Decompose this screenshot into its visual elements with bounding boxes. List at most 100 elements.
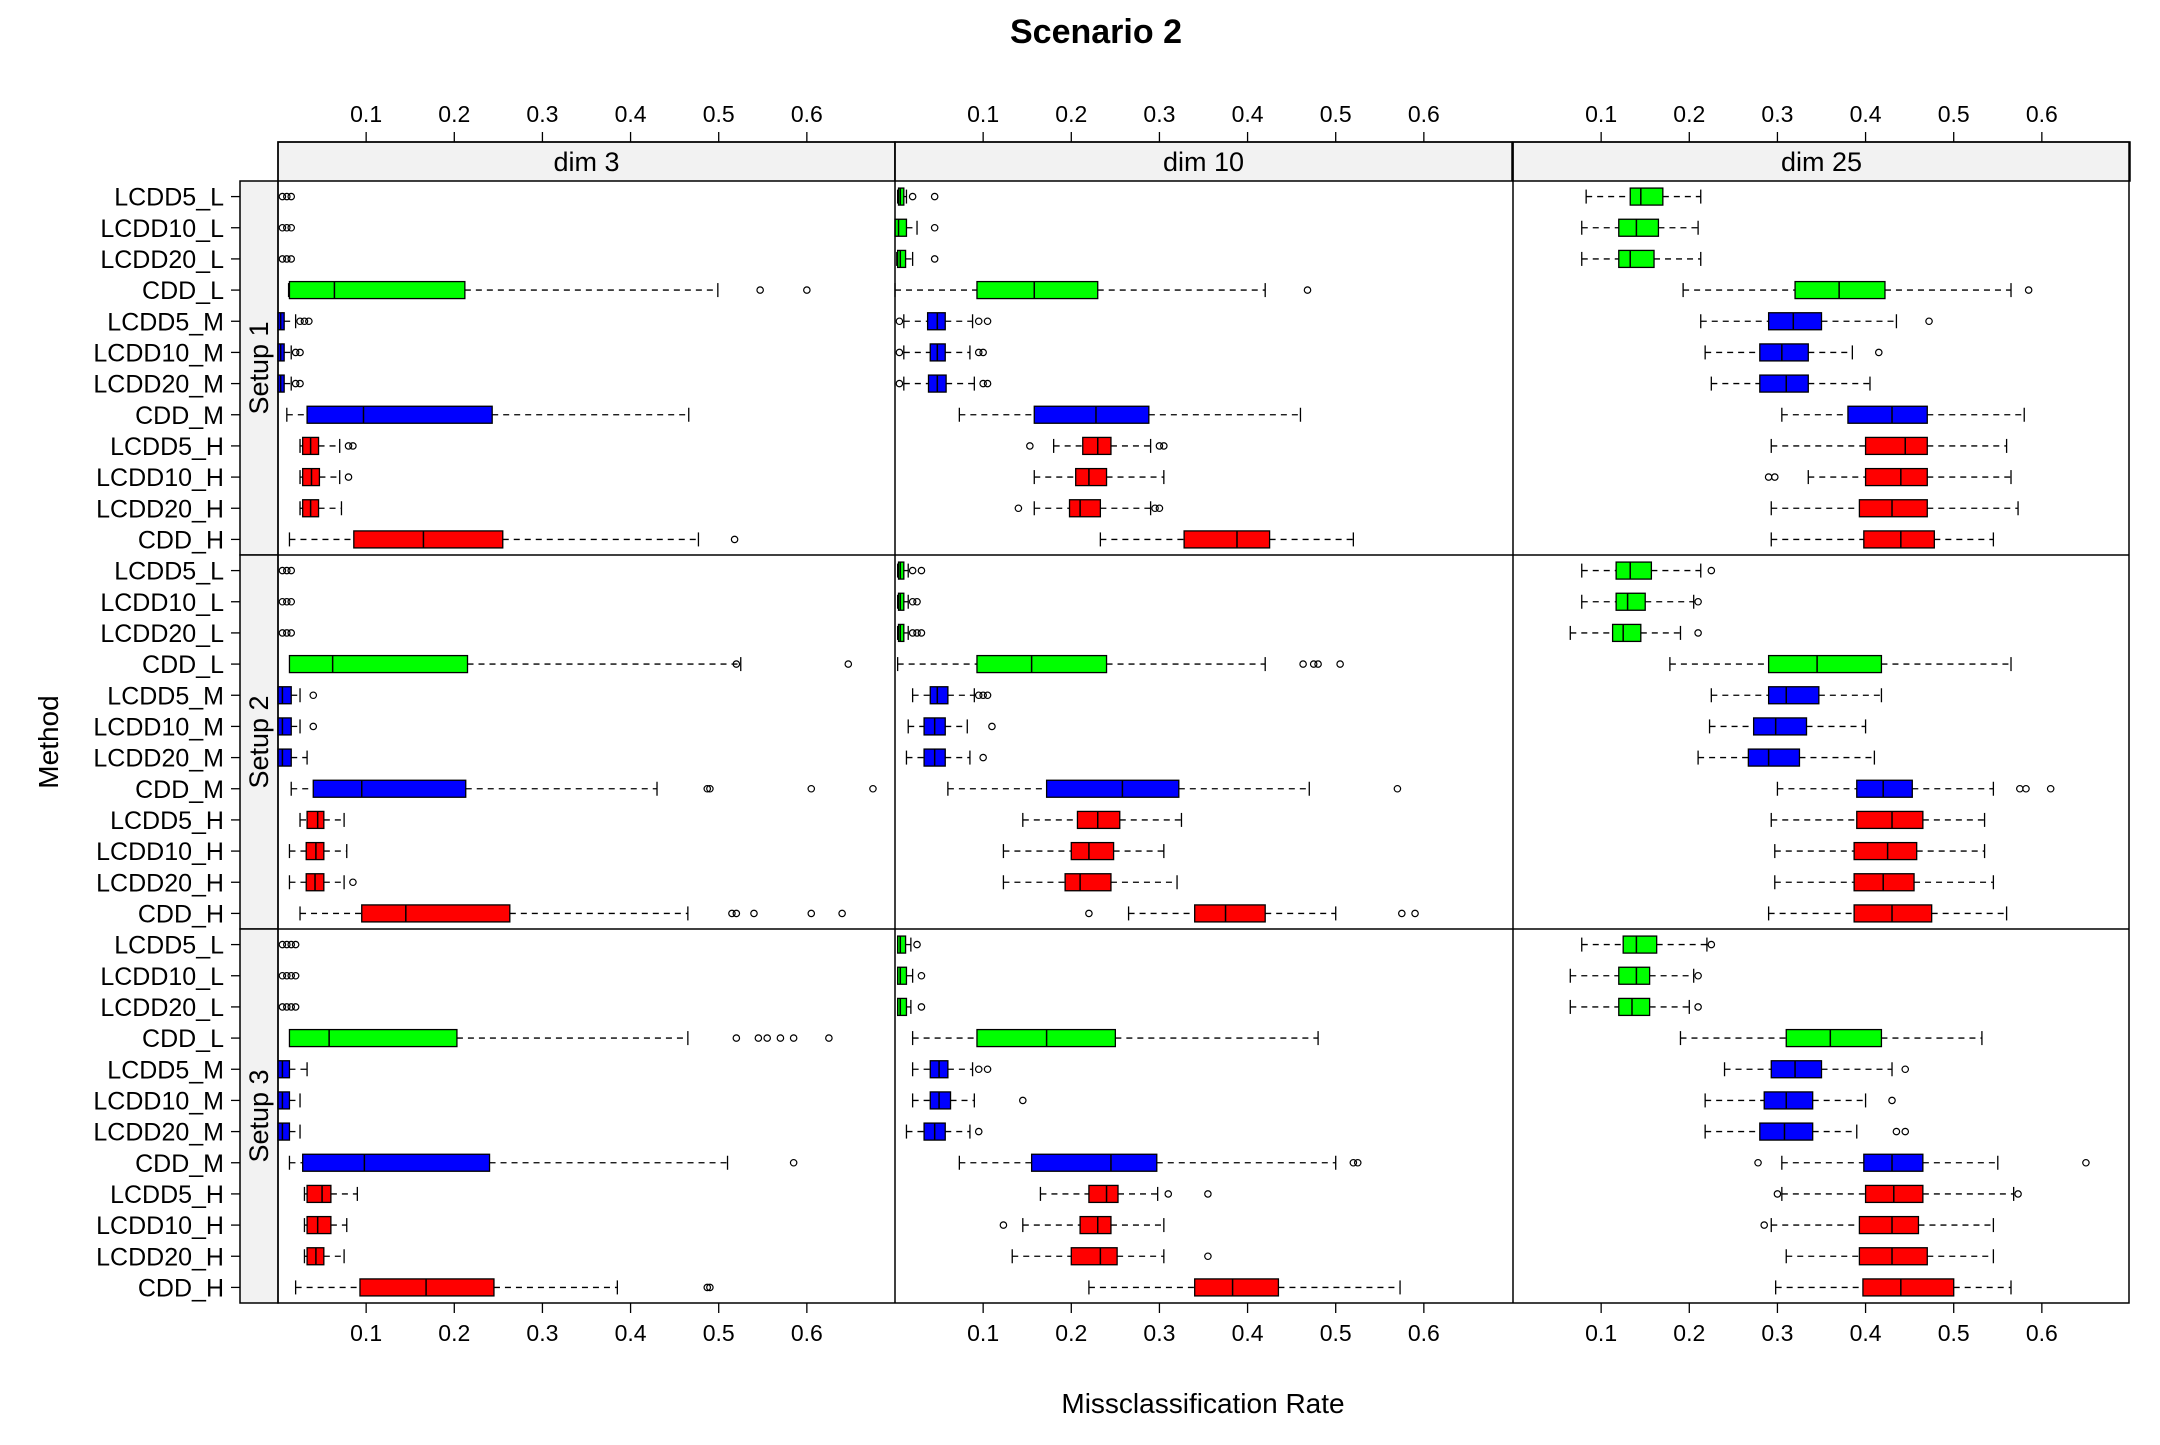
outlier-point bbox=[1085, 909, 1093, 918]
outlier-point bbox=[999, 1221, 1008, 1229]
iqr-box bbox=[929, 686, 949, 705]
box-CDD_L bbox=[287, 280, 811, 300]
iqr-box bbox=[1853, 841, 1918, 861]
iqr-box bbox=[896, 966, 908, 985]
box-CDD_M bbox=[290, 779, 877, 798]
iqr-box bbox=[306, 1184, 332, 1204]
box-LCDD10_H bbox=[1774, 841, 1986, 861]
method-label: CDD_L bbox=[142, 277, 224, 305]
outlier-point bbox=[703, 1283, 712, 1292]
iqr-box bbox=[897, 623, 905, 643]
outlier-point bbox=[1353, 1158, 1362, 1167]
outlier-point bbox=[1925, 317, 1933, 326]
method-label: LCDD20_H bbox=[96, 495, 224, 523]
box-CDD_M bbox=[958, 1153, 1362, 1172]
outlier-point bbox=[287, 192, 296, 201]
box-LCDD10_L bbox=[1581, 592, 1702, 611]
method-label: CDD_M bbox=[135, 402, 224, 430]
panel-1-0 bbox=[277, 566, 877, 923]
box-LCDD10_L bbox=[1569, 966, 1702, 985]
box-CDD_H bbox=[1767, 904, 2008, 923]
panel-1-2 bbox=[1569, 561, 2055, 923]
x-tick-label-top: 0.4 bbox=[1232, 101, 1264, 127]
panel-1-1 bbox=[896, 561, 1419, 923]
x-tick-label-top: 0.6 bbox=[791, 101, 823, 127]
outlier-point bbox=[2046, 784, 2055, 793]
outlier-point bbox=[2024, 286, 2033, 294]
box-CDD_L bbox=[911, 1028, 1319, 1048]
outlier-point bbox=[979, 348, 987, 357]
iqr-box bbox=[1767, 686, 1820, 705]
plot-frame bbox=[277, 141, 2130, 1304]
method-label: CDD_H bbox=[138, 900, 224, 928]
box-CDD_M bbox=[958, 405, 1302, 424]
row-strip-label: Setup 2 bbox=[244, 695, 274, 788]
box-LCDD5_M bbox=[277, 312, 313, 331]
outlier-point bbox=[283, 629, 291, 637]
box-LCDD20_L bbox=[896, 249, 939, 269]
method-label: LCDD20_M bbox=[93, 745, 224, 773]
x-tick-label-bottom: 0.1 bbox=[350, 1320, 382, 1346]
outlier-point bbox=[2014, 1190, 2022, 1198]
iqr-box bbox=[1864, 467, 1928, 487]
outlier-point bbox=[807, 784, 816, 793]
box-CDD_L bbox=[1679, 1028, 1983, 1048]
iqr-box bbox=[1763, 1091, 1814, 1110]
x-axis-title: Missclassification Rate bbox=[1061, 1388, 1344, 1419]
outlier-point bbox=[296, 317, 304, 326]
box-LCDD10_M bbox=[911, 1091, 1027, 1110]
outlier-point bbox=[974, 1127, 983, 1136]
outlier-point bbox=[1754, 1158, 1762, 1167]
method-label: CDD_H bbox=[138, 1274, 224, 1302]
method-label: LCDD10_H bbox=[96, 1212, 224, 1240]
x-tick-label-top: 0.5 bbox=[1938, 101, 1970, 127]
box-LCDD5_M bbox=[1710, 686, 1883, 705]
box-LCDD5_M bbox=[911, 686, 992, 705]
box-LCDD5_L bbox=[1581, 935, 1716, 954]
method-label: LCDD5_L bbox=[114, 558, 224, 586]
iqr-box bbox=[1864, 436, 1928, 456]
column-strip bbox=[894, 141, 1513, 182]
iqr-box bbox=[288, 654, 469, 674]
iqr-box bbox=[1082, 436, 1112, 456]
box-LCDD10_L bbox=[278, 597, 296, 606]
outlier-point bbox=[763, 1034, 771, 1042]
method-label: LCDD20_H bbox=[96, 869, 224, 897]
iqr-box bbox=[929, 1091, 952, 1110]
box-CDD_H bbox=[294, 1278, 714, 1297]
iqr-box bbox=[277, 1091, 291, 1110]
outlier-point bbox=[283, 223, 291, 232]
iqr-box bbox=[288, 1028, 458, 1048]
box-LCDD5_L bbox=[278, 192, 296, 201]
iqr-box bbox=[1030, 1153, 1158, 1172]
panel-0-1 bbox=[894, 187, 1354, 549]
outlier-point bbox=[278, 971, 287, 980]
x-tick-label-bottom: 0.2 bbox=[1055, 1320, 1087, 1346]
outlier-point bbox=[838, 909, 846, 918]
outlier-point bbox=[309, 691, 318, 700]
iqr-box bbox=[1747, 748, 1801, 767]
outlier-point bbox=[1760, 1221, 1769, 1229]
iqr-box bbox=[896, 935, 907, 954]
method-label: LCDD5_H bbox=[110, 807, 224, 835]
outlier-point bbox=[291, 1003, 300, 1011]
iqr-box bbox=[1858, 1215, 1920, 1235]
iqr-box bbox=[1615, 561, 1653, 580]
outlier-point bbox=[803, 286, 811, 294]
outlier-point bbox=[930, 255, 939, 263]
box-LCDD20_H bbox=[1002, 873, 1178, 892]
outlier-point bbox=[1014, 504, 1023, 513]
column-strip-label: dim 25 bbox=[1781, 147, 1862, 177]
outlier-point bbox=[789, 1034, 798, 1042]
box-LCDD10_L bbox=[278, 223, 296, 232]
outlier-point bbox=[291, 940, 300, 949]
outlier-point bbox=[1398, 909, 1406, 918]
box-LCDD10_M bbox=[277, 1091, 301, 1110]
box-LCDD20_M bbox=[1704, 1122, 1910, 1141]
box-LCDD10_H bbox=[1760, 1215, 1995, 1235]
iqr-box bbox=[1853, 904, 1933, 923]
method-label: CDD_M bbox=[135, 1150, 224, 1178]
method-label: LCDD5_M bbox=[107, 1056, 224, 1084]
method-label: LCDD20_H bbox=[96, 1243, 224, 1271]
